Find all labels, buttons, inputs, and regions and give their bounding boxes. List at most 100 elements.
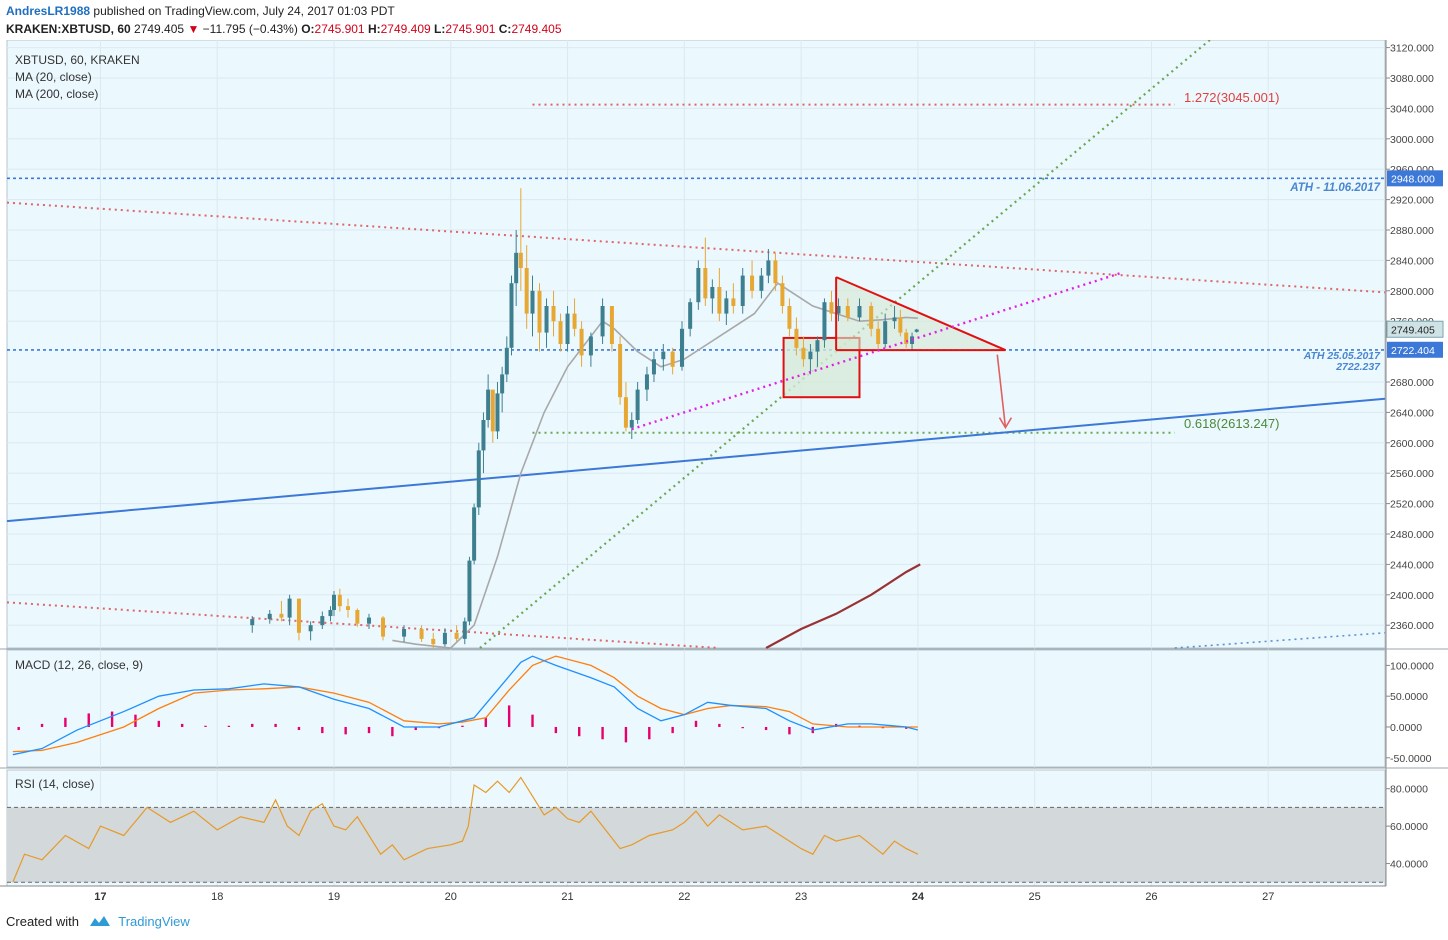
fib-1272-label: 1.272(3045.001) — [1184, 90, 1279, 105]
time-tick-label: 22 — [678, 891, 690, 903]
time-tick-label: 17 — [94, 891, 106, 903]
price-tick-label: 2360.000 — [1390, 620, 1434, 632]
price-tick-label: 2400.000 — [1390, 590, 1434, 602]
candle-body — [476, 450, 481, 508]
drawings-front — [631, 271, 1123, 431]
macd-hist-bar — [461, 725, 464, 727]
candle-body — [509, 283, 514, 348]
rsi-plot — [7, 776, 1385, 883]
price-tick-label: 2800.000 — [1390, 286, 1434, 298]
macd-hist-bar — [624, 726, 628, 743]
candle-body — [759, 275, 764, 291]
close-label: C: — [498, 22, 512, 36]
low-value: 2745.901 — [445, 22, 496, 36]
time-tick-label: 18 — [211, 891, 223, 903]
candle-body — [845, 306, 850, 318]
candle-body — [279, 613, 284, 618]
candle-body — [337, 594, 342, 607]
price-pane[interactable] — [6, 40, 1386, 649]
candle-body — [454, 632, 459, 639]
macd-hist-bar — [87, 713, 90, 727]
candle-body — [504, 347, 509, 375]
macd-hist-bar — [601, 726, 604, 740]
candle-body — [731, 298, 736, 306]
candle-body — [419, 629, 424, 639]
candle-body — [381, 617, 386, 637]
candle-body — [857, 306, 862, 318]
price-tag-bg — [1387, 170, 1443, 187]
open-value: 2745.901 — [314, 22, 365, 36]
price-tick-label: 3040.000 — [1390, 103, 1434, 115]
macd-tick-label: 100.0000 — [1390, 660, 1434, 672]
ath-1-label: ATH - 11.06.2017 — [1289, 182, 1380, 194]
macd-hist-bar — [484, 717, 487, 727]
time-tick-label: 19 — [328, 891, 340, 903]
support-line — [6, 397, 1386, 523]
candle-body — [462, 621, 467, 639]
time-tick-label: 24 — [912, 891, 925, 903]
candle-body — [495, 393, 500, 432]
target-arrow-head-icon — [998, 417, 1013, 430]
macd-tick-label: 50.0000 — [1390, 691, 1428, 703]
candle-body — [618, 344, 623, 398]
candle-body — [467, 560, 472, 622]
macd-hist-bar — [507, 705, 511, 727]
candle-body — [287, 598, 292, 618]
candle-body — [250, 619, 255, 626]
price-tick-label: 2880.000 — [1390, 225, 1434, 237]
candle-body — [801, 347, 806, 360]
fib-0618-label: 0.618(2613.247) — [1184, 416, 1279, 431]
candle-body — [530, 290, 535, 314]
macd-hist-bar — [554, 726, 558, 734]
candle-body — [679, 328, 684, 367]
chart-svg[interactable]: 3120.0003080.0003040.0003000.0002960.000… — [0, 40, 1448, 910]
candle-body — [544, 306, 549, 333]
author-link[interactable]: AndresLR1988 — [6, 4, 91, 18]
macd-hist-bar — [321, 726, 324, 734]
macd-hist-bar — [718, 723, 721, 727]
price-tick-label: 2480.000 — [1390, 529, 1434, 541]
candle-body — [898, 317, 903, 333]
time-tick-label: 21 — [561, 891, 573, 903]
price-tick-label: 2680.000 — [1390, 377, 1434, 389]
macd-hist-bar — [40, 723, 44, 727]
low-label: L: — [434, 22, 446, 36]
candle-body — [481, 420, 486, 451]
candle-body — [904, 332, 909, 344]
candle-body — [869, 306, 874, 329]
candle-body — [644, 374, 649, 390]
candle-body — [565, 313, 570, 344]
candle-body — [710, 287, 715, 299]
candle-body — [892, 317, 897, 322]
grid — [7, 40, 1385, 886]
macd-hist-bar — [905, 726, 908, 729]
candle-body — [876, 328, 881, 344]
footer: Created with TradingView — [6, 914, 190, 929]
macd-hist-bar — [110, 711, 114, 727]
price-tick-label: 2520.000 — [1390, 499, 1434, 511]
candle-body — [773, 260, 778, 284]
macd-hist-bar — [344, 726, 347, 735]
candle-body — [750, 275, 755, 291]
macd-tick-label: 0.0000 — [1390, 722, 1422, 734]
tradingview-link[interactable]: TradingView — [118, 914, 190, 929]
candle-body — [609, 306, 614, 344]
price-tick-label: 2560.000 — [1390, 468, 1434, 480]
candle-body — [794, 328, 799, 348]
resistance-trendline — [6, 201, 1386, 294]
legend-ma200: MA (200, close) — [15, 87, 98, 101]
time-tick-label: 27 — [1262, 891, 1274, 903]
candle-body — [703, 268, 708, 299]
candle-body — [402, 629, 407, 637]
time-tick-label: 23 — [795, 891, 807, 903]
macd-hist-bar — [297, 726, 301, 731]
macd-hist-bar — [764, 726, 768, 731]
candle-body — [345, 606, 350, 610]
price-tag-label: 2722.404 — [1391, 345, 1435, 357]
candle-body — [808, 351, 813, 360]
candle-body — [579, 328, 584, 356]
legend-symbol: XBTUSD, 60, KRAKEN — [15, 53, 140, 67]
candle-body — [815, 340, 820, 352]
candle-body — [740, 275, 745, 306]
price-tick-label: 3080.000 — [1390, 73, 1434, 85]
